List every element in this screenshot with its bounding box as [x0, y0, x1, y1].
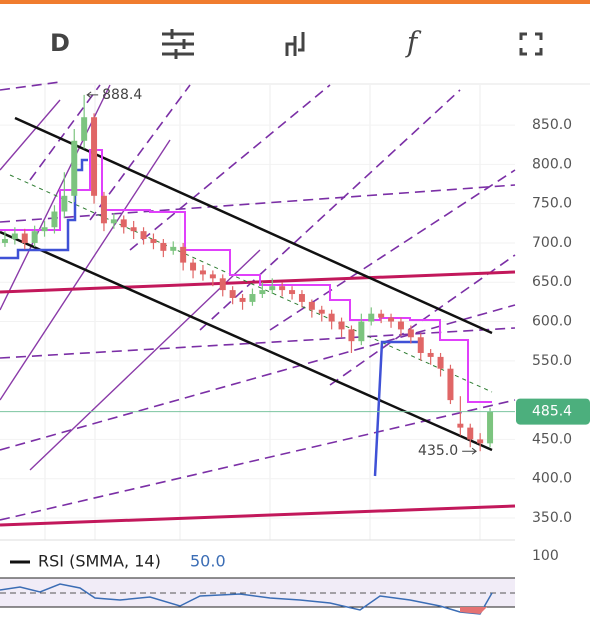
- candle-body: [457, 423, 464, 428]
- candle-body: [199, 270, 206, 275]
- indicators-button[interactable]: f: [405, 26, 422, 59]
- candle-body: [259, 290, 266, 295]
- candle-body: [160, 242, 167, 251]
- candle-body: [21, 233, 28, 243]
- rsi-tick: 100: [532, 548, 559, 564]
- candle-body: [358, 321, 365, 342]
- candle-body: [71, 140, 78, 196]
- candle-body: [298, 294, 305, 302]
- candle-body: [150, 239, 157, 243]
- candle-body: [328, 313, 335, 322]
- candle-body: [407, 329, 414, 338]
- candle-body: [447, 368, 454, 401]
- candle-body: [110, 219, 117, 224]
- candle-body: [11, 233, 18, 240]
- candle-body: [51, 211, 58, 228]
- drawings: [0, 81, 516, 527]
- candle-body: [368, 313, 375, 322]
- candle-body: [378, 313, 385, 318]
- y-tick-label: 600.0: [532, 314, 572, 330]
- candle-body: [229, 290, 236, 298]
- settings-icon[interactable]: [162, 29, 194, 59]
- chart-type-icon[interactable]: [285, 32, 305, 56]
- candle-body: [209, 274, 216, 279]
- candle-body: [219, 278, 226, 291]
- candle-body: [477, 439, 484, 444]
- candles: [1, 94, 494, 452]
- candle-body: [81, 117, 88, 141]
- high-label: 888.4: [102, 87, 142, 103]
- low-label: 435.0: [418, 443, 458, 459]
- y-tick-label: 800.0: [532, 156, 572, 172]
- candle-body: [289, 290, 296, 295]
- rsi-value: 50.0: [190, 552, 226, 571]
- high-arrow: [86, 91, 99, 99]
- candle-body: [1, 239, 8, 243]
- last-price-box: [516, 398, 590, 425]
- candle-body: [130, 227, 137, 232]
- top-accent: [0, 0, 590, 4]
- candle-body: [417, 337, 424, 353]
- candle-body: [308, 301, 315, 310]
- y-tick-label: 700.0: [532, 235, 572, 251]
- y-tick-label: 450.0: [532, 431, 572, 447]
- candle-body: [487, 411, 494, 444]
- candle-body: [140, 231, 147, 240]
- y-tick-label: 650.0: [532, 274, 572, 290]
- candle-body: [249, 294, 256, 302]
- candle-body: [120, 219, 127, 228]
- y-tick-label: 400.0: [532, 471, 572, 487]
- last-price-label: 485.4: [532, 404, 572, 420]
- candle-body: [180, 246, 187, 263]
- candle-body: [397, 321, 404, 330]
- y-tick-label: 850.0: [532, 117, 572, 133]
- candle-body: [100, 195, 107, 224]
- candle-body: [388, 317, 395, 322]
- candle-body: [318, 309, 325, 314]
- candle-body: [41, 227, 48, 232]
- candle-body: [467, 427, 474, 440]
- y-tick-label: 350.0: [532, 510, 572, 526]
- rsi-pane: RSI (SMMA, 14) 50.0 100: [0, 548, 559, 615]
- fullscreen-icon[interactable]: [519, 32, 543, 56]
- interval-button[interactable]: D: [50, 29, 70, 57]
- candle-body: [348, 329, 355, 342]
- candle-body: [338, 321, 345, 330]
- low-arrow: [462, 447, 477, 455]
- candle-body: [31, 231, 38, 243]
- candle-body: [170, 246, 177, 251]
- candle-body: [190, 262, 197, 271]
- candle-body: [437, 356, 444, 369]
- toolbar: D f: [0, 26, 590, 85]
- candle-body: [61, 195, 68, 212]
- candle-body: [279, 286, 286, 291]
- candle-body: [239, 297, 246, 302]
- candle-body: [91, 117, 98, 196]
- y-tick-label: 550.0: [532, 353, 572, 369]
- candle-body: [269, 286, 276, 291]
- candle-body: [427, 352, 434, 357]
- y-tick-label: 750.0: [532, 196, 572, 212]
- rsi-title: RSI (SMMA, 14): [38, 552, 161, 571]
